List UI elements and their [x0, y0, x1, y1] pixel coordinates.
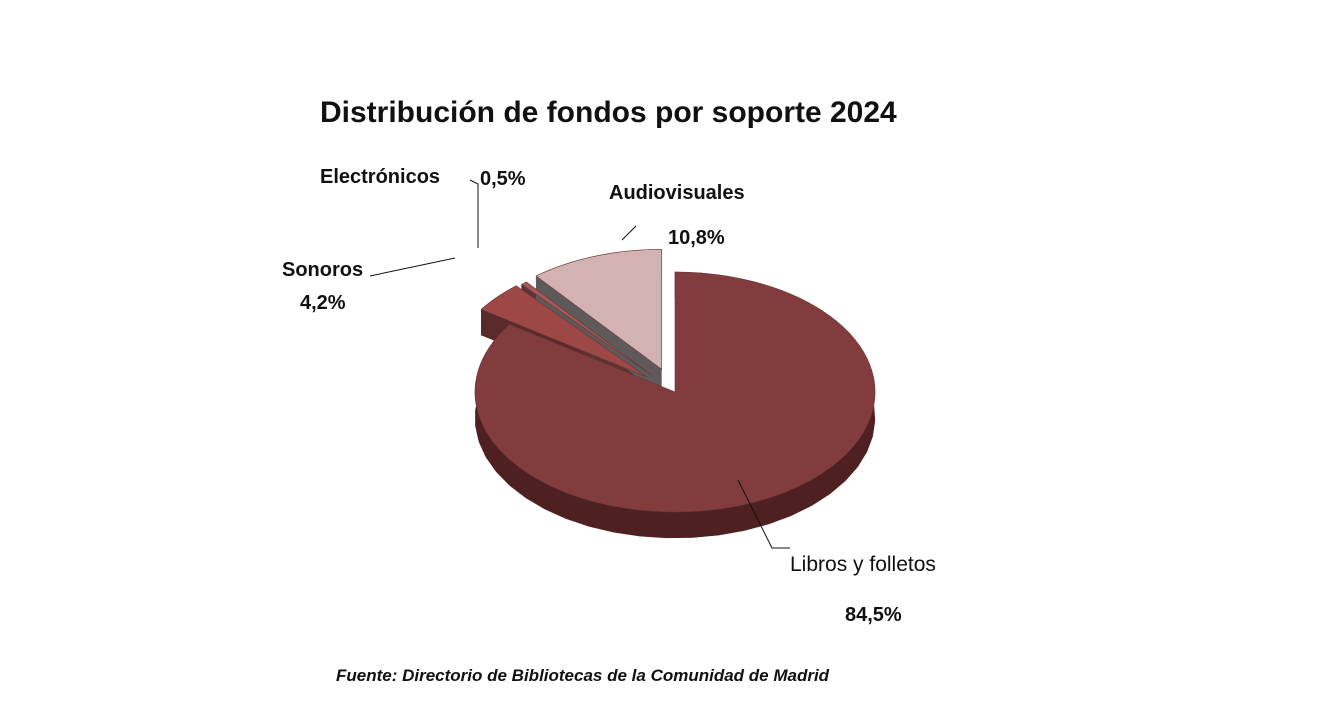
leader-libros: [737, 479, 790, 549]
pie-slice-libros: [474, 271, 876, 513]
pie-slice-electronicos: [521, 281, 653, 376]
slice-value-libros: 84,5%: [845, 604, 902, 626]
slice-label-sonoros: Sonoros: [282, 259, 364, 281]
leader-sonoros: [369, 257, 456, 277]
leader-electronicos: [469, 179, 479, 248]
pie-slice-audiovisuales: [535, 249, 662, 370]
slice-value-audiovisuales: 10,8%: [668, 227, 725, 249]
slice-value-sonoros: 4,2%: [300, 292, 346, 314]
pie-slice-sonoros: [480, 285, 647, 378]
chart-title: Distribución de fondos por soporte 2024: [320, 96, 897, 129]
slice-label-libros: Libros y folletos: [790, 553, 936, 576]
leader-audiovisuales: [621, 225, 637, 241]
slice-value-electronicos: 0,5%: [480, 168, 526, 190]
slice-label-audiovisuales: Audiovisuales: [609, 182, 745, 204]
chart-source: Fuente: Directorio de Bibliotecas de la …: [336, 666, 830, 685]
slice-label-electronicos: Electrónicos: [320, 166, 441, 188]
